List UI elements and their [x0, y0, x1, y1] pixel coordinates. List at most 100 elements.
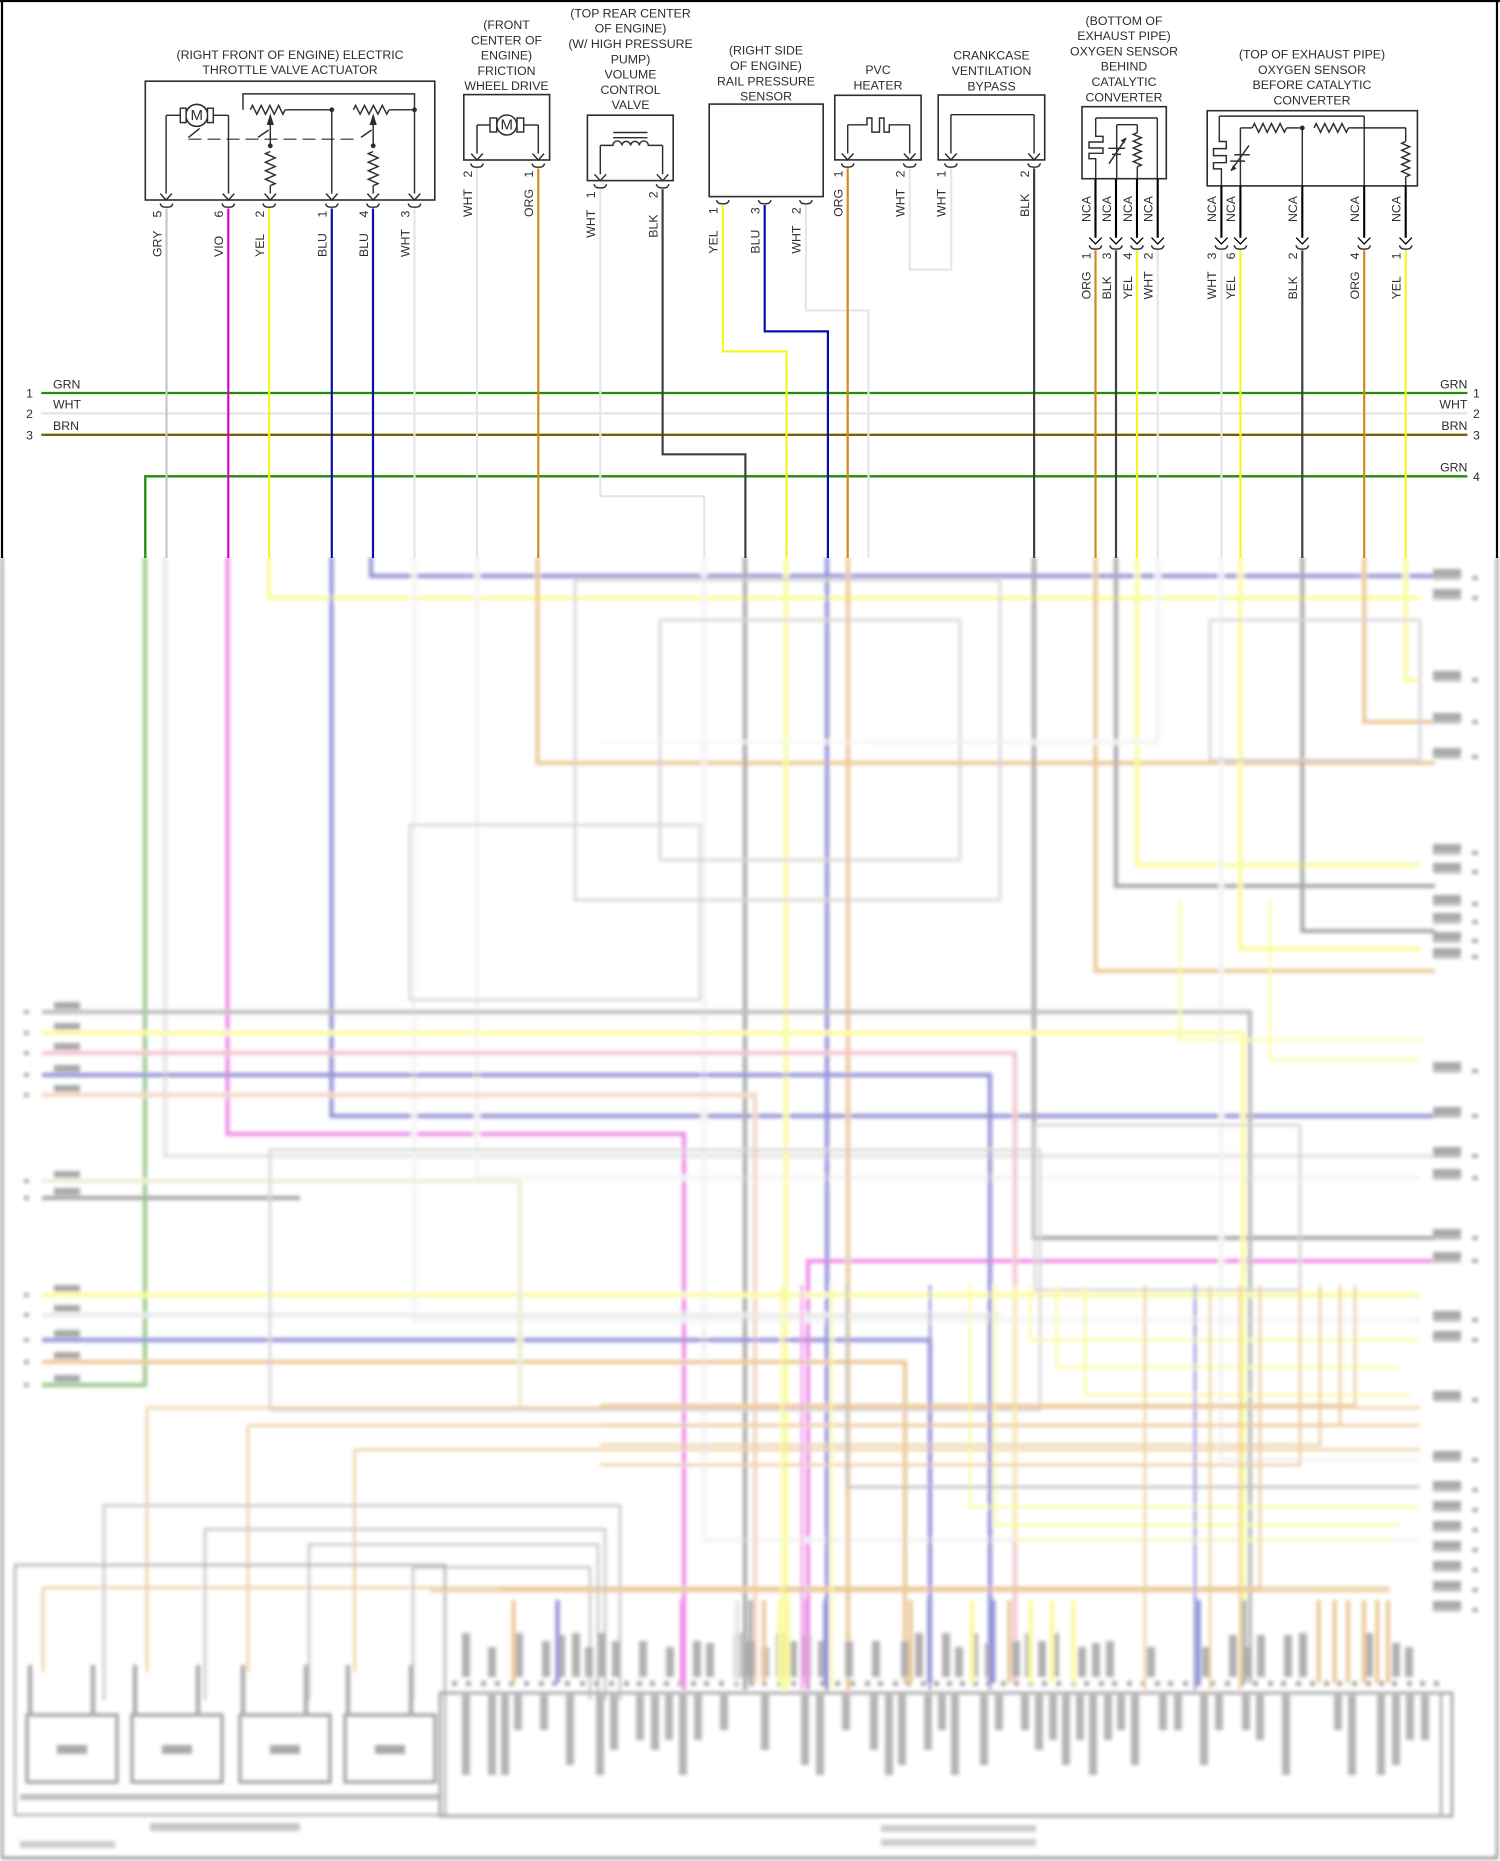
svg-text:NCA: NCA: [1286, 195, 1300, 222]
svg-text:(RIGHT FRONT OF ENGINE) ELECTR: (RIGHT FRONT OF ENGINE) ELECTRIC: [176, 48, 403, 62]
svg-text:THROTTLE VALVE ACTUATOR: THROTTLE VALVE ACTUATOR: [202, 63, 377, 77]
svg-text:CRANKCASE: CRANKCASE: [953, 49, 1030, 63]
svg-text:BEHIND: BEHIND: [1101, 60, 1148, 74]
svg-text:WHT: WHT: [1142, 271, 1156, 299]
svg-text:NCA: NCA: [1348, 195, 1362, 222]
svg-text:FRICTION: FRICTION: [477, 64, 535, 78]
svg-text:ORG: ORG: [832, 189, 846, 217]
svg-text:CONVERTER: CONVERTER: [1086, 90, 1163, 104]
svg-text:ENGINE): ENGINE): [481, 49, 532, 63]
svg-text:1: 1: [707, 207, 721, 214]
svg-text:CATALYTIC: CATALYTIC: [1092, 75, 1157, 89]
svg-text:GRN: GRN: [1440, 377, 1467, 391]
svg-text:6: 6: [212, 211, 226, 218]
svg-text:VOLUME: VOLUME: [605, 68, 657, 82]
svg-text:NCA: NCA: [1205, 195, 1219, 222]
svg-text:HEATER: HEATER: [854, 78, 903, 92]
svg-text:PVC: PVC: [865, 63, 890, 77]
svg-text:2: 2: [253, 211, 267, 218]
svg-text:SENSOR: SENSOR: [740, 90, 792, 104]
svg-text:WHT: WHT: [1205, 271, 1219, 299]
svg-text:2: 2: [894, 170, 908, 177]
svg-text:3: 3: [26, 428, 33, 442]
svg-text:1: 1: [1473, 387, 1480, 401]
svg-text:WHT: WHT: [894, 188, 908, 216]
svg-text:1: 1: [1079, 252, 1093, 259]
svg-text:BLK: BLK: [1100, 275, 1114, 299]
svg-text:ORG: ORG: [522, 189, 536, 217]
svg-text:OXYGEN SENSOR: OXYGEN SENSOR: [1258, 63, 1366, 77]
svg-text:2: 2: [646, 191, 660, 198]
svg-text:4: 4: [1121, 252, 1135, 259]
svg-text:3: 3: [1100, 252, 1114, 259]
svg-text:YEL: YEL: [1121, 276, 1135, 299]
svg-text:2: 2: [1142, 252, 1156, 259]
svg-text:BLU: BLU: [357, 233, 371, 257]
svg-text:CENTER OF: CENTER OF: [471, 33, 543, 47]
svg-text:(W/ HIGH PRESSURE: (W/ HIGH PRESSURE: [568, 37, 692, 51]
svg-text:WHEEL DRIVE: WHEEL DRIVE: [464, 79, 548, 93]
svg-text:WHT: WHT: [584, 209, 598, 237]
svg-text:BEFORE CATALYTIC: BEFORE CATALYTIC: [1253, 78, 1372, 92]
svg-text:2: 2: [1286, 252, 1300, 259]
svg-text:BLK: BLK: [1018, 193, 1032, 217]
svg-text:BLK: BLK: [646, 214, 660, 238]
svg-text:PUMP): PUMP): [611, 52, 651, 66]
svg-text:BLU: BLU: [749, 230, 763, 254]
svg-text:NCA: NCA: [1100, 195, 1114, 222]
svg-text:BYPASS: BYPASS: [967, 79, 1015, 93]
svg-text:WHT: WHT: [935, 188, 949, 216]
svg-text:CONTROL: CONTROL: [600, 83, 660, 97]
svg-text:BRN: BRN: [1441, 419, 1467, 433]
svg-text:3: 3: [1205, 252, 1219, 259]
svg-text:YEL: YEL: [707, 230, 721, 253]
svg-text:YEL: YEL: [253, 234, 267, 257]
svg-text:1: 1: [584, 191, 598, 198]
svg-text:GRN: GRN: [53, 377, 80, 391]
svg-text:BLK: BLK: [1286, 275, 1300, 299]
svg-text:BRN: BRN: [53, 419, 79, 433]
svg-text:2: 2: [26, 407, 33, 421]
svg-text:VENTILATION: VENTILATION: [952, 64, 1032, 78]
svg-text:M: M: [501, 117, 514, 134]
svg-text:OF ENGINE): OF ENGINE): [730, 59, 802, 73]
svg-text:1: 1: [935, 170, 949, 177]
svg-text:VIO: VIO: [212, 236, 226, 257]
svg-text:ORG: ORG: [1348, 271, 1362, 299]
svg-text:M: M: [191, 107, 204, 124]
svg-text:4: 4: [1473, 470, 1480, 484]
svg-text:YEL: YEL: [1224, 276, 1238, 299]
svg-text:NCA: NCA: [1224, 195, 1238, 222]
svg-text:NCA: NCA: [1390, 195, 1404, 222]
svg-text:VALVE: VALVE: [612, 98, 650, 112]
svg-text:OXYGEN SENSOR: OXYGEN SENSOR: [1070, 44, 1178, 58]
svg-text:BLU: BLU: [316, 233, 330, 257]
svg-text:3: 3: [1473, 428, 1480, 442]
svg-text:GRN: GRN: [1440, 461, 1467, 475]
svg-text:4: 4: [357, 211, 371, 218]
svg-text:NCA: NCA: [1142, 195, 1156, 222]
svg-text:(FRONT: (FRONT: [483, 18, 530, 32]
svg-text:WHT: WHT: [53, 398, 81, 412]
svg-text:WHT: WHT: [790, 225, 804, 253]
svg-text:NCA: NCA: [1079, 195, 1093, 222]
svg-text:2: 2: [790, 207, 804, 214]
svg-text:OF ENGINE): OF ENGINE): [595, 22, 667, 36]
svg-text:3: 3: [749, 207, 763, 214]
svg-text:(TOP REAR CENTER: (TOP REAR CENTER: [570, 6, 691, 20]
svg-text:3: 3: [398, 211, 412, 218]
svg-text:1: 1: [522, 171, 536, 178]
svg-text:WHT: WHT: [461, 189, 475, 217]
svg-text:GRY: GRY: [150, 231, 164, 257]
svg-text:WHT: WHT: [1439, 398, 1467, 412]
svg-text:2: 2: [1473, 407, 1480, 421]
svg-text:CONVERTER: CONVERTER: [1274, 93, 1351, 107]
svg-text:(TOP OF EXHAUST PIPE): (TOP OF EXHAUST PIPE): [1239, 48, 1385, 62]
svg-text:6: 6: [1224, 252, 1238, 259]
svg-text:1: 1: [832, 170, 846, 177]
svg-text:(RIGHT SIDE: (RIGHT SIDE: [729, 44, 803, 58]
svg-text:WHT: WHT: [398, 229, 412, 257]
svg-text:EXHAUST PIPE): EXHAUST PIPE): [1077, 29, 1170, 43]
svg-text:1: 1: [316, 211, 330, 218]
svg-text:YEL: YEL: [1390, 276, 1404, 299]
